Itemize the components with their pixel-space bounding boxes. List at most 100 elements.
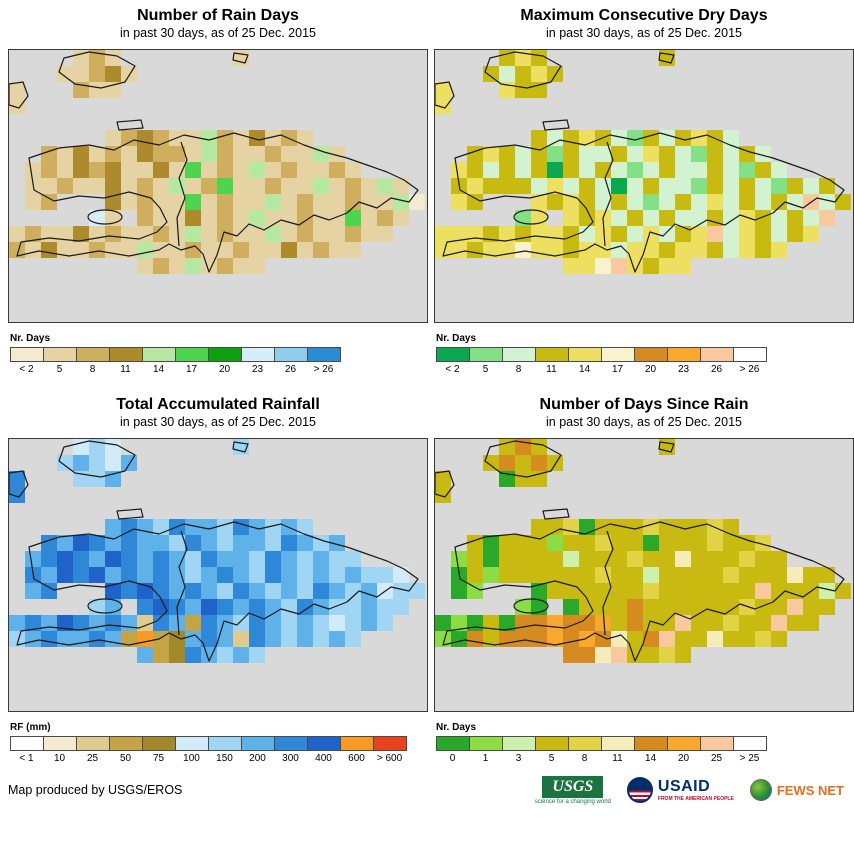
raster-cell	[57, 615, 73, 631]
raster-cell	[515, 615, 531, 631]
raster-cell	[531, 455, 547, 471]
legend-class: < 1	[10, 736, 44, 764]
raster-cell	[499, 162, 515, 178]
raster-cell	[515, 50, 531, 66]
raster-cell	[345, 631, 361, 647]
raster-cell	[515, 599, 531, 615]
raster-cell	[121, 146, 137, 162]
raster-cell	[185, 535, 201, 551]
raster-cell	[451, 631, 467, 647]
raster-cell	[201, 194, 217, 210]
raster-cell	[137, 567, 153, 583]
raster-cell	[153, 146, 169, 162]
raster-cell	[723, 599, 739, 615]
raster-cell	[233, 194, 249, 210]
raster-cell	[515, 66, 531, 82]
raster-cell	[217, 647, 233, 663]
raster-dry-days	[435, 50, 853, 322]
raster-cell	[265, 583, 281, 599]
raster-cell	[451, 194, 467, 210]
raster-cell	[499, 242, 515, 258]
raster-cell	[451, 567, 467, 583]
raster-cell	[169, 615, 185, 631]
raster-cell	[835, 194, 851, 210]
raster-cell	[105, 631, 121, 647]
legend-label: 8	[515, 364, 522, 375]
raster-cell	[643, 258, 659, 274]
raster-cell	[345, 226, 361, 242]
legend-days-since-rain: Nr. Days 0 1 3 5 8 11 14 20 25 > 25	[434, 722, 854, 764]
raster-cell	[249, 647, 265, 663]
raster-cell	[707, 615, 723, 631]
raster-cell	[329, 178, 345, 194]
raster-cell	[73, 535, 89, 551]
raster-cell	[41, 631, 57, 647]
raster-cell	[467, 615, 483, 631]
legend-swatch	[502, 347, 536, 362]
legend-swatch	[76, 736, 110, 751]
raster-cell	[153, 162, 169, 178]
raster-cell	[755, 599, 771, 615]
raster-cell	[313, 551, 329, 567]
fewsnet-logo[interactable]: FEWS NET	[749, 779, 844, 802]
usgs-logo[interactable]: USGS science for a changing world	[535, 776, 611, 805]
raster-cell	[153, 194, 169, 210]
legend-swatch	[568, 347, 602, 362]
raster-cell	[169, 567, 185, 583]
raster-cell	[707, 178, 723, 194]
raster-cell	[723, 194, 739, 210]
raster-cell	[627, 130, 643, 146]
raster-cell	[563, 615, 579, 631]
legend-class: 400	[307, 736, 341, 764]
legend-label: 11	[546, 364, 557, 375]
raster-cell	[595, 242, 611, 258]
raster-cell	[137, 583, 153, 599]
raster-cell	[121, 567, 137, 583]
raster-cell	[25, 551, 41, 567]
raster-cell	[675, 258, 691, 274]
raster-cell	[249, 146, 265, 162]
raster-cell	[723, 631, 739, 647]
raster-cell	[643, 615, 659, 631]
raster-cell	[153, 583, 169, 599]
raster-cell	[707, 130, 723, 146]
raster-cell	[531, 615, 547, 631]
raster-cell	[281, 130, 297, 146]
legend-swatch	[667, 736, 701, 751]
raster-cell	[201, 615, 217, 631]
legend-class: 11	[601, 736, 635, 764]
raster-cell	[547, 519, 563, 535]
legend-swatch	[373, 736, 407, 751]
legend-swatch	[535, 736, 569, 751]
raster-cell	[595, 178, 611, 194]
raster-cell	[25, 583, 41, 599]
raster-cell	[57, 455, 73, 471]
raster-cell	[89, 146, 105, 162]
raster-cell	[185, 583, 201, 599]
legend-rainfall: RF (mm) < 1 10 25 50 75 100 150 200 300 400 600 > 6…	[8, 722, 428, 764]
raster-cell	[627, 162, 643, 178]
raster-cell	[579, 631, 595, 647]
raster-cell	[627, 583, 643, 599]
raster-cell	[313, 210, 329, 226]
legend-class: 25	[700, 736, 734, 764]
legend-swatch	[76, 347, 110, 362]
legend-label: 23	[251, 364, 264, 375]
raster-cell	[345, 242, 361, 258]
raster-cell	[89, 599, 105, 615]
legend-label: 20	[644, 364, 657, 375]
raster-cell	[361, 194, 377, 210]
raster-cell	[105, 615, 121, 631]
raster-cell	[771, 631, 787, 647]
raster-cell	[787, 615, 803, 631]
raster-cell	[297, 178, 313, 194]
usaid-logo[interactable]: USAID FROM THE AMERICAN PEOPLE	[626, 777, 734, 804]
raster-cell	[313, 567, 329, 583]
raster-cell	[361, 210, 377, 226]
raster-cell	[627, 567, 643, 583]
legend-label: < 1	[19, 753, 34, 764]
legend-label: < 2	[19, 364, 34, 375]
raster-cell	[611, 631, 627, 647]
raster-cell	[89, 567, 105, 583]
raster-cell	[467, 226, 483, 242]
